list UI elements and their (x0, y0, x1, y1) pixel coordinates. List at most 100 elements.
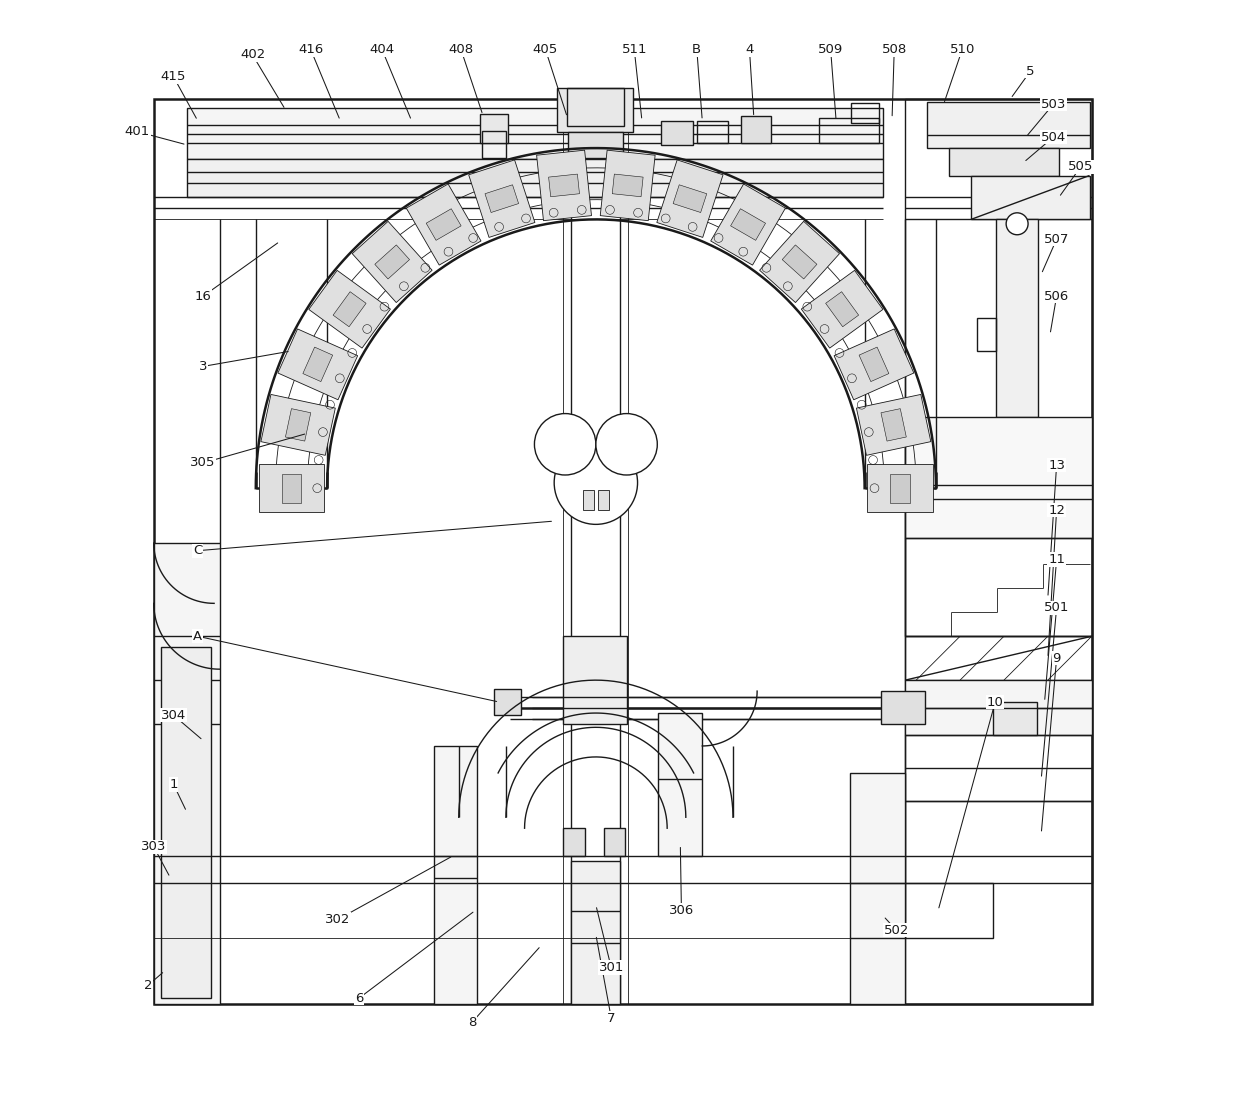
Bar (598, 490, 609, 510)
Bar (852, 103, 879, 123)
Polygon shape (548, 174, 579, 196)
Text: 302: 302 (325, 913, 351, 926)
Polygon shape (613, 174, 644, 196)
Polygon shape (485, 184, 518, 213)
Polygon shape (826, 292, 858, 327)
Text: 402: 402 (239, 48, 265, 61)
Text: 511: 511 (621, 43, 647, 56)
Bar (558, 88, 634, 132)
Polygon shape (600, 150, 655, 220)
Text: 404: 404 (370, 43, 394, 56)
Text: 5: 5 (1025, 65, 1034, 78)
Bar (905, 735, 1091, 801)
Polygon shape (782, 245, 817, 279)
Text: 9: 9 (1053, 652, 1060, 665)
Polygon shape (352, 222, 432, 303)
Bar (977, 318, 996, 351)
Text: 305: 305 (191, 456, 216, 470)
Bar (570, 861, 620, 1004)
Text: C: C (193, 544, 202, 557)
Bar (563, 828, 585, 856)
Bar (480, 114, 508, 143)
Bar (161, 647, 211, 998)
Text: 505: 505 (1068, 160, 1094, 173)
Text: 8: 8 (467, 1016, 476, 1029)
Polygon shape (303, 347, 332, 382)
Bar (882, 691, 925, 724)
Polygon shape (260, 395, 335, 455)
Text: 13: 13 (1048, 459, 1065, 472)
Polygon shape (730, 208, 765, 240)
Text: 11: 11 (1048, 553, 1065, 566)
Polygon shape (890, 474, 910, 502)
Polygon shape (801, 270, 883, 348)
Text: B: B (692, 43, 702, 56)
Text: 6: 6 (355, 992, 363, 1005)
Polygon shape (537, 150, 591, 220)
Bar (154, 543, 219, 1004)
Polygon shape (281, 474, 301, 502)
Polygon shape (971, 176, 1090, 219)
Circle shape (534, 414, 596, 475)
Polygon shape (374, 245, 409, 279)
Bar (482, 131, 506, 158)
Polygon shape (407, 184, 481, 265)
Bar (905, 538, 1091, 636)
Bar (905, 636, 1091, 680)
Text: 306: 306 (668, 904, 694, 917)
Text: 501: 501 (1044, 601, 1069, 614)
Bar (905, 883, 993, 938)
Bar (583, 490, 594, 510)
Text: 405: 405 (533, 43, 558, 56)
Text: 1: 1 (170, 778, 177, 791)
Bar (928, 102, 1090, 148)
Text: 415: 415 (161, 70, 186, 83)
Polygon shape (278, 329, 357, 399)
Polygon shape (285, 409, 311, 441)
Text: 16: 16 (195, 290, 212, 303)
Circle shape (1006, 213, 1028, 235)
Bar (905, 99, 1091, 1004)
Text: 504: 504 (1040, 131, 1066, 144)
Text: A: A (193, 630, 202, 643)
Text: 401: 401 (125, 125, 150, 138)
Bar (996, 219, 1038, 417)
Polygon shape (711, 184, 785, 265)
Bar (851, 773, 905, 1004)
Polygon shape (469, 160, 534, 237)
Bar (661, 121, 693, 145)
Text: 303: 303 (141, 840, 166, 853)
Bar (949, 148, 1059, 176)
Polygon shape (835, 329, 914, 399)
Bar (658, 713, 702, 856)
Bar (740, 116, 771, 143)
Bar (697, 121, 728, 143)
Circle shape (554, 441, 637, 524)
Circle shape (596, 414, 657, 475)
Polygon shape (760, 222, 839, 303)
Text: 4: 4 (745, 43, 754, 56)
Text: 416: 416 (298, 43, 324, 56)
Polygon shape (867, 464, 934, 512)
Text: 301: 301 (599, 961, 624, 974)
Polygon shape (657, 160, 723, 237)
Bar (568, 88, 625, 126)
Polygon shape (427, 208, 461, 240)
Polygon shape (857, 395, 931, 455)
Polygon shape (880, 409, 906, 441)
Text: 7: 7 (606, 1011, 615, 1025)
Bar (434, 746, 477, 1004)
Text: 502: 502 (884, 924, 909, 937)
Text: 509: 509 (818, 43, 843, 56)
Text: 3: 3 (198, 360, 207, 373)
Bar (905, 801, 1091, 883)
Polygon shape (309, 270, 391, 348)
Text: 12: 12 (1048, 504, 1065, 517)
Polygon shape (258, 464, 325, 512)
Text: 503: 503 (1040, 98, 1066, 111)
Text: 507: 507 (1044, 233, 1069, 246)
Polygon shape (673, 184, 707, 213)
Bar (905, 417, 1091, 538)
Text: 2: 2 (144, 979, 153, 992)
Bar (993, 702, 1037, 735)
